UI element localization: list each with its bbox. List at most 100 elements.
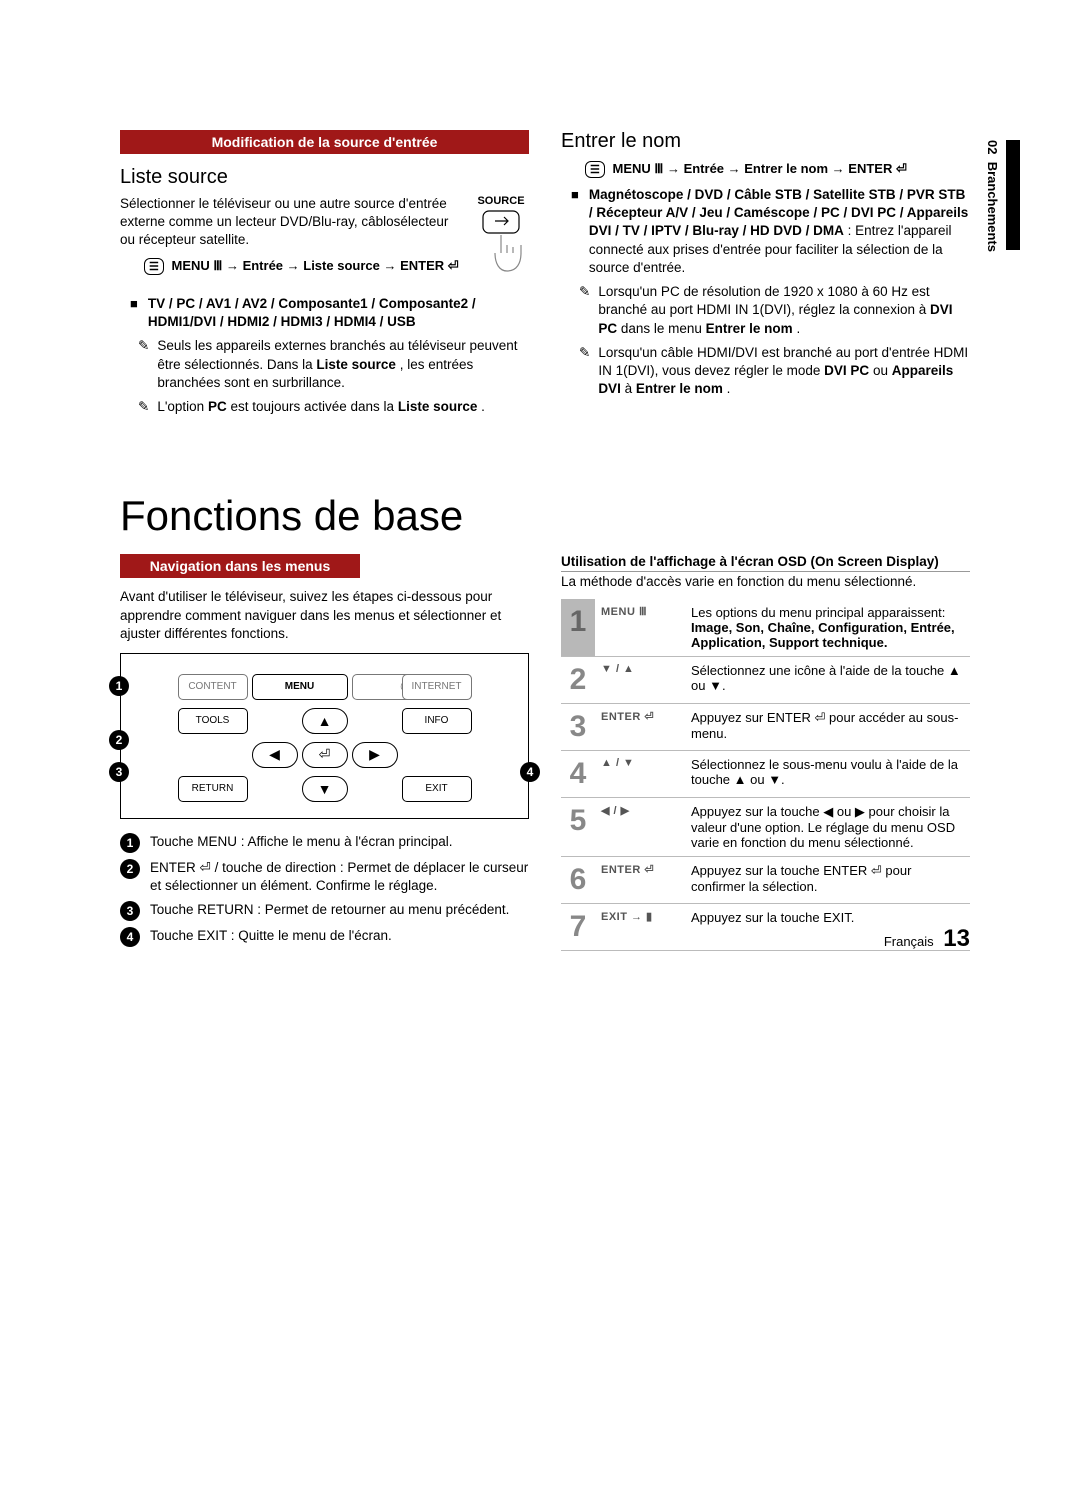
note-dvipc: ✎ Lorsqu'un PC de résolution de 1920 x 1…	[579, 283, 970, 338]
top-section: Modification de la source d'entrée Liste…	[120, 130, 970, 422]
step-key: ENTER ⏎	[595, 704, 685, 751]
remote-buttons: CONTENT MENU @TV TOOLS ▲ INFO INTERNET ◀…	[133, 672, 516, 804]
square-bullet-icon: ■	[571, 186, 579, 277]
note-hdmi-dvi: ✎ Lorsqu'un câble HDMI/DVI est branché a…	[579, 344, 970, 399]
step-number: 3	[561, 704, 595, 751]
note-icon: ✎	[579, 344, 590, 399]
num-badge: 1	[120, 833, 140, 853]
step-number: 7	[561, 904, 595, 951]
nav-intro: Avant d'utiliser le téléviseur, suivez l…	[120, 588, 529, 643]
table-row: 4 ▲ / ▼ Sélectionnez le sous-menu voulu …	[561, 751, 970, 798]
manual-page: 02 Branchements Modification de la sourc…	[0, 0, 1080, 1013]
return-button: RETURN	[178, 776, 248, 802]
step-desc: Appuyez sur la touche ENTER ⏎ pour confi…	[685, 857, 970, 904]
path-text: MENU Ⅲ → Entrée → Entrer le nom → ENTER …	[613, 161, 907, 176]
menu-icon: ☰	[585, 161, 605, 178]
menu-icon: ☰	[144, 258, 164, 275]
menu-button: MENU	[252, 674, 348, 700]
red-bar-source: Modification de la source d'entrée	[120, 130, 529, 154]
step-number: 1	[561, 599, 595, 657]
step-number: 4	[561, 751, 595, 798]
enter-button: ⏎	[302, 742, 348, 768]
table-row: 3 ENTER ⏎ Appuyez sur ENTER ⏎ pour accéd…	[561, 704, 970, 751]
table-row: 6 ENTER ⏎ Appuyez sur la touche ENTER ⏎ …	[561, 857, 970, 904]
list-item: 3Touche RETURN : Permet de retourner au …	[120, 901, 529, 921]
step-key: ▼ / ▲	[595, 657, 685, 704]
note-text: Lorsqu'un câble HDMI/DVI est branché au …	[598, 344, 970, 399]
section-accent-bar	[1006, 140, 1020, 250]
remote-diagram: 1 2 3 4 CONTENT MENU @TV TOOLS ▲ INFO IN…	[120, 653, 529, 819]
step-desc: Appuyez sur ENTER ⏎ pour accéder au sous…	[685, 704, 970, 751]
step-key: MENU Ⅲ	[595, 599, 685, 657]
page-footer: Français 13	[884, 925, 970, 953]
callout-4: 4	[520, 762, 540, 782]
step-key: ◀ / ▶	[595, 798, 685, 857]
osd-col: Utilisation de l'affichage à l'écran OSD…	[561, 554, 970, 953]
step-desc: Sélectionnez le sous-menu voulu à l'aide…	[685, 751, 970, 798]
note-text: Seuls les appareils externes branchés au…	[157, 337, 529, 392]
menu-path-entrer-nom: ☰ MENU Ⅲ → Entrée → Entrer le nom → ENTE…	[585, 161, 970, 178]
col-right: Entrer le nom ☰ MENU Ⅲ → Entrée → Entrer…	[561, 130, 970, 422]
step-desc: Sélectionnez une icône à l'aide de la to…	[685, 657, 970, 704]
list-item: 2ENTER ⏎ / touche de direction : Permet …	[120, 859, 529, 895]
note-icon: ✎	[579, 283, 590, 338]
col-left: Modification de la source d'entrée Liste…	[120, 130, 529, 422]
step-key: ENTER ⏎	[595, 857, 685, 904]
info-button: INFO	[402, 708, 472, 734]
device-names-text: Magnétoscope / DVD / Câble STB / Satelli…	[589, 186, 970, 277]
note-connected-only: ✎ Seuls les appareils externes branchés …	[138, 337, 529, 392]
menu-path-liste-source: ☰ MENU Ⅲ → Entrée → Liste source → ENTER…	[144, 258, 529, 275]
source-list-bullet: ■ TV / PC / AV1 / AV2 / Composante1 / Co…	[130, 295, 529, 331]
down-button: ▼	[302, 776, 348, 802]
num-badge: 2	[120, 859, 140, 879]
nav-col: Navigation dans les menus Avant d'utilis…	[120, 554, 529, 953]
source-list-text: TV / PC / AV1 / AV2 / Composante1 / Comp…	[148, 295, 529, 331]
callout-2: 2	[109, 730, 129, 750]
section-number: 02	[985, 140, 1000, 154]
source-button-illustration: SOURCE	[473, 195, 529, 281]
note-icon: ✎	[138, 398, 149, 416]
content-button: CONTENT	[178, 674, 248, 700]
liste-source-intro: Sélectionner le téléviseur ou une autre …	[120, 195, 529, 250]
table-row: 5 ◀ / ▶ Appuyez sur la touche ◀ ou ▶ pou…	[561, 798, 970, 857]
entrer-nom-heading: Entrer le nom	[561, 130, 970, 153]
num-badge: 4	[120, 927, 140, 947]
num-badge: 3	[120, 901, 140, 921]
device-names-bullet: ■ Magnétoscope / DVD / Câble STB / Satel…	[571, 186, 970, 277]
note-icon: ✎	[138, 337, 149, 392]
up-button: ▲	[302, 708, 348, 734]
callout-1: 1	[109, 676, 129, 696]
note-text: Lorsqu'un PC de résolution de 1920 x 108…	[598, 283, 970, 338]
section-tab: 02 Branchements	[985, 140, 1000, 252]
list-item: 4Touche EXIT : Quitte le menu de l'écran…	[120, 927, 529, 947]
step-key: ▲ / ▼	[595, 751, 685, 798]
step-number: 2	[561, 657, 595, 704]
callout-3: 3	[109, 762, 129, 782]
page-title: Fonctions de base	[120, 492, 970, 540]
tools-button: TOOLS	[178, 708, 248, 734]
step-number: 6	[561, 857, 595, 904]
osd-subtitle: La méthode d'accès varie en fonction du …	[561, 574, 970, 589]
internet-button: INTERNET	[402, 674, 472, 700]
note-text: L'option PC est toujours activée dans la…	[157, 398, 485, 416]
left-button: ◀	[252, 742, 298, 768]
square-bullet-icon: ■	[130, 295, 138, 331]
osd-steps-body: 1 MENU Ⅲ Les options du menu principal a…	[561, 599, 970, 951]
hand-icon	[473, 209, 529, 281]
list-item: 1Touche MENU : Affiche le menu à l'écran…	[120, 833, 529, 853]
right-button: ▶	[352, 742, 398, 768]
note-pc-always: ✎ L'option PC est toujours activée dans …	[138, 398, 529, 416]
path-text: MENU Ⅲ → Entrée → Liste source → ENTER ⏎	[172, 258, 459, 273]
step-desc: Les options du menu principal apparaisse…	[685, 599, 970, 657]
liste-source-heading: Liste source	[120, 166, 529, 189]
table-row: 1 MENU Ⅲ Les options du menu principal a…	[561, 599, 970, 657]
footer-lang: Français	[884, 934, 934, 949]
bottom-section: Navigation dans les menus Avant d'utilis…	[120, 554, 970, 953]
step-desc: Appuyez sur la touche ◀ ou ▶ pour choisi…	[685, 798, 970, 857]
red-bar-nav: Navigation dans les menus	[120, 554, 360, 578]
osd-steps-table: 1 MENU Ⅲ Les options du menu principal a…	[561, 599, 970, 951]
osd-title: Utilisation de l'affichage à l'écran OSD…	[561, 554, 970, 572]
exit-button: EXIT	[402, 776, 472, 802]
footer-page: 13	[943, 925, 970, 952]
section-title: Branchements	[985, 162, 1000, 252]
